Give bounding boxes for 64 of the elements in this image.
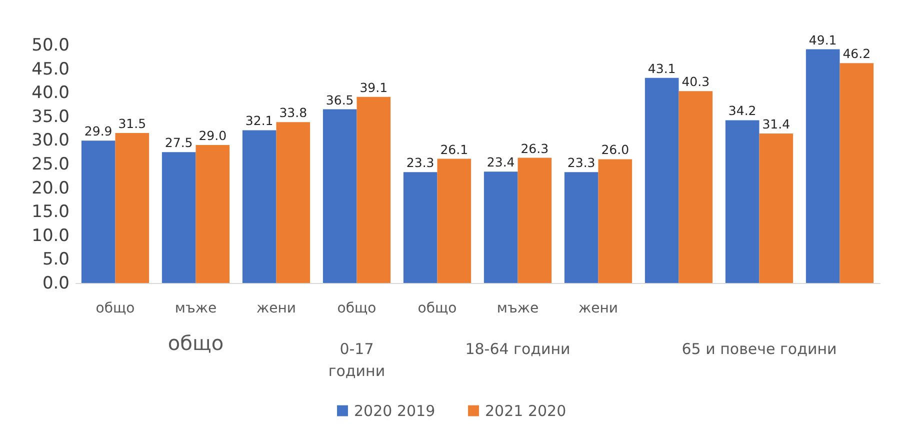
y-tick-label: 35.0: [32, 106, 70, 127]
x-tick-label: общо: [337, 300, 376, 316]
bar: [403, 172, 438, 283]
y-tick-label: 5.0: [42, 250, 70, 270]
data-label: 23.3: [567, 155, 596, 170]
bar: [242, 130, 276, 283]
bar: [276, 122, 310, 283]
data-label: 31.5: [118, 116, 146, 132]
text: 65 и повече години: [680, 339, 838, 360]
x-tick-label: мъже: [174, 300, 217, 316]
x-tick-label: жени: [578, 300, 618, 316]
text: 0-17 години: [327, 339, 386, 382]
y-tick-label: 20.0: [32, 178, 70, 198]
data-label: 29.9: [84, 124, 112, 139]
data-label: 36.5: [326, 92, 354, 108]
x-tick-label: жени: [256, 300, 296, 316]
bar: [678, 91, 713, 283]
y-tick-label: 0.0: [42, 274, 70, 294]
bar: [564, 172, 598, 283]
data-label: 29.0: [198, 128, 227, 143]
bar: [484, 172, 518, 283]
bar: [322, 109, 357, 283]
data-label: 26.3: [520, 140, 549, 156]
bar: [598, 159, 632, 283]
bar: [518, 158, 552, 283]
data-label: 40.3: [682, 74, 710, 90]
text: общо: [166, 331, 225, 355]
data-label: 49.1: [808, 32, 837, 48]
bar: [759, 134, 794, 283]
data-label: 33.8: [279, 105, 308, 120]
data-label: 39.1: [360, 80, 388, 95]
y-tick-label: 15.0: [32, 202, 70, 222]
data-label: 26.0: [601, 142, 630, 158]
bar: [840, 63, 874, 283]
y-tick-label: 40.0: [32, 83, 70, 104]
bar: [437, 158, 472, 283]
bar: [806, 49, 840, 283]
data-label: 32.1: [245, 113, 274, 128]
bar: [725, 120, 760, 283]
data-label: 26.1: [440, 142, 468, 157]
bar: [356, 96, 391, 283]
bar: [196, 144, 230, 283]
y-tick-label: 45.0: [32, 59, 70, 80]
data-label: 43.1: [648, 60, 676, 76]
bar: [644, 78, 679, 283]
data-label: 23.3: [406, 155, 434, 170]
bar: [162, 152, 196, 283]
data-label: 34.2: [728, 103, 756, 118]
bar: [81, 140, 116, 283]
legend-label: 2021 2020: [485, 402, 566, 420]
data-label: 31.4: [762, 116, 790, 132]
x-tick-label: мъже: [496, 300, 539, 316]
legend-label: 2020 2019: [354, 402, 436, 420]
data-label: 23.4: [486, 154, 515, 170]
y-tick-label: 10.0: [32, 226, 70, 246]
y-tick-label: 50.0: [32, 36, 70, 56]
y-tick-label: 25.0: [32, 154, 70, 174]
x-tick-label: общо: [418, 300, 457, 316]
x-tick-label: общо: [96, 300, 135, 316]
text: 18-64 години: [464, 339, 572, 360]
bar: [115, 133, 150, 283]
data-label: 27.5: [164, 135, 193, 150]
data-label: 46.2: [842, 46, 871, 62]
y-tick-label: 30.0: [32, 130, 70, 151]
